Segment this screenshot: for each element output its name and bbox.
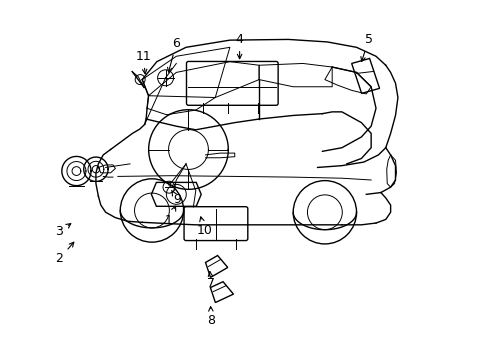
Text: 8: 8 bbox=[207, 307, 215, 327]
Text: 7: 7 bbox=[207, 271, 215, 291]
Text: 9: 9 bbox=[171, 190, 181, 206]
Text: 6: 6 bbox=[167, 36, 180, 72]
Text: 1: 1 bbox=[165, 206, 175, 227]
Text: 2: 2 bbox=[55, 242, 74, 265]
Text: 10: 10 bbox=[196, 217, 212, 238]
Text: 11: 11 bbox=[135, 50, 151, 74]
Text: 3: 3 bbox=[55, 224, 71, 238]
Text: 5: 5 bbox=[360, 33, 372, 62]
Text: 4: 4 bbox=[235, 33, 243, 59]
